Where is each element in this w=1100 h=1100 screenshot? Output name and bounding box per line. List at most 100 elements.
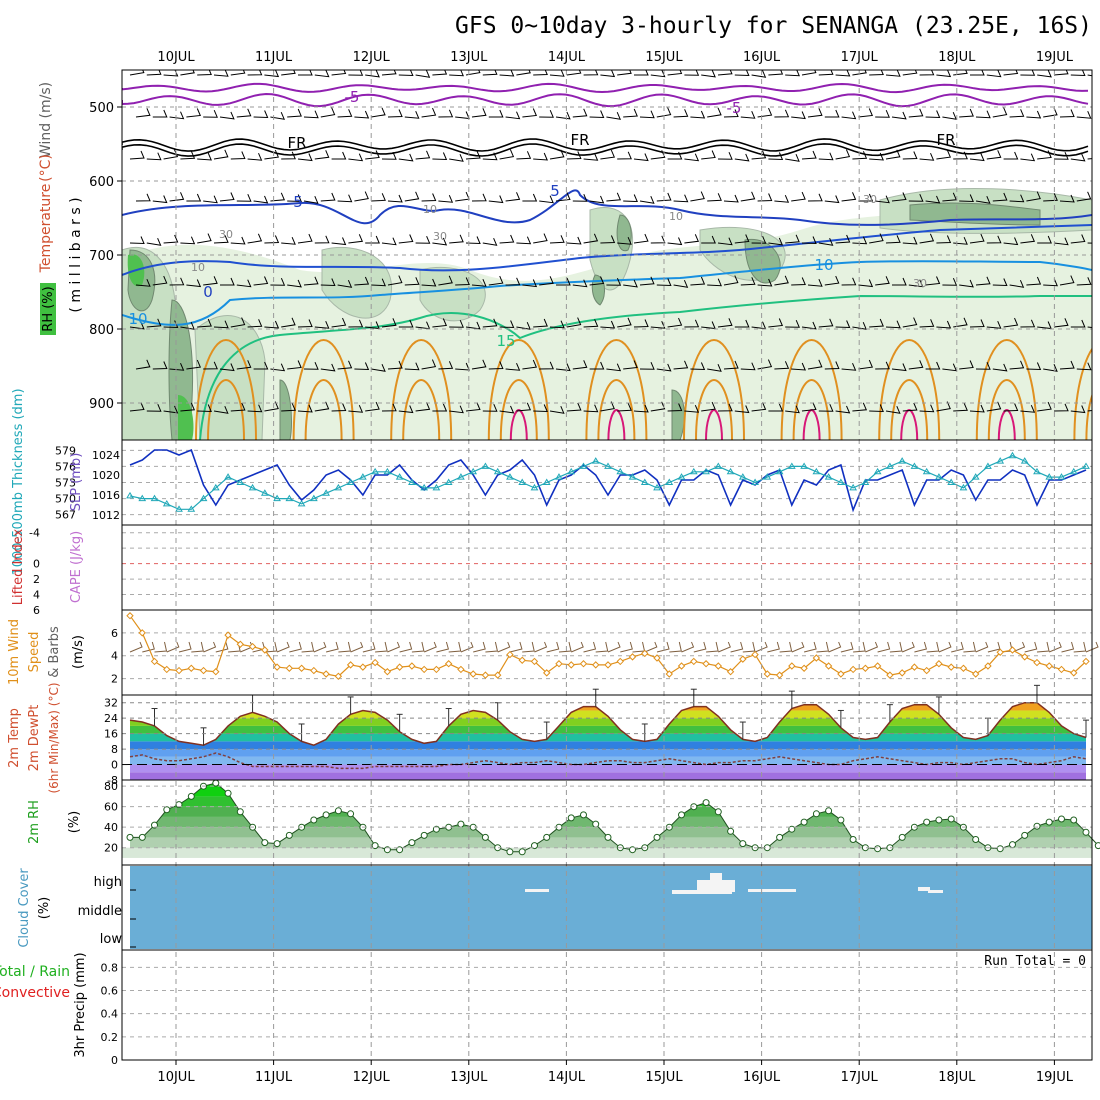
rh2m-point — [776, 833, 784, 841]
wind-barb — [869, 404, 884, 413]
wind-barb — [1009, 280, 1025, 288]
wind-barb — [1037, 70, 1052, 78]
thickness-point — [935, 473, 943, 480]
rh2m-point — [236, 808, 244, 816]
wind-barb — [432, 152, 448, 161]
rh2m-point — [935, 816, 943, 824]
wind-barb — [455, 277, 470, 286]
wind10m-barb — [375, 641, 388, 653]
wind-barb — [1043, 278, 1058, 287]
wind-barb — [791, 277, 806, 286]
wind-barb — [600, 70, 616, 78]
tick-label-temp: -8 — [107, 774, 118, 787]
tick-label-li: 0 — [33, 558, 40, 571]
wind-barb — [415, 150, 431, 160]
wind-barb — [1076, 362, 1092, 371]
wind-barb — [617, 237, 632, 245]
wind-barb — [650, 150, 666, 160]
wind-barb — [539, 361, 554, 370]
wind10m-point — [935, 660, 943, 668]
wind-barb — [381, 70, 397, 76]
wind-barb — [387, 109, 403, 118]
thickness-point — [591, 457, 600, 464]
wind-barb — [633, 153, 649, 162]
thickness-point — [616, 467, 625, 475]
wind10m-point — [236, 640, 245, 648]
wind-barb — [152, 361, 168, 370]
wind10m-barb — [926, 641, 940, 653]
wind-barb — [925, 110, 941, 119]
wind-barb — [734, 234, 750, 244]
panel-frame — [121, 609, 1093, 696]
thickness-point — [126, 491, 134, 499]
wind-barb — [270, 192, 286, 202]
wind10m-barb — [730, 641, 744, 653]
wind-barb — [549, 320, 565, 329]
wind-barb — [975, 110, 991, 119]
wind-barb — [1043, 364, 1058, 372]
thickness-point — [653, 483, 661, 491]
wind-barb — [639, 362, 655, 370]
wind10m-barb — [902, 641, 915, 653]
wind10m-point — [1070, 669, 1078, 677]
wind-10m-panel: 6 4 2 — [111, 612, 1099, 686]
wind-barb — [969, 404, 985, 413]
wind-barb — [919, 70, 935, 76]
rh2m-point — [261, 839, 269, 847]
tick-label-slp: 1012 — [92, 509, 120, 522]
wind-barb — [1059, 194, 1075, 203]
wind-barb — [129, 321, 145, 330]
wind-barb — [146, 318, 162, 328]
wind-barb — [320, 278, 336, 287]
wind-barb — [522, 279, 538, 288]
thickness-line — [129, 455, 1087, 510]
rh2m-point — [898, 833, 906, 841]
wind-barb — [320, 107, 336, 118]
rh2m-point — [653, 833, 661, 841]
thickness-point — [358, 473, 367, 480]
wind-barb — [606, 112, 622, 120]
wind-barb — [1026, 276, 1042, 286]
wind-barb — [902, 70, 918, 76]
wind-barb — [337, 109, 353, 118]
contour-20-day-7 — [878, 338, 941, 440]
thickness-point — [1020, 457, 1029, 464]
wind10m-point — [861, 664, 870, 672]
x-tick-label-bottom: 17JUL — [841, 1070, 879, 1085]
wind-barb — [768, 152, 784, 161]
wind-barb — [1094, 108, 1100, 117]
wind-barb — [1053, 403, 1069, 412]
temp-band — [130, 718, 1086, 726]
wind-barb — [253, 195, 269, 204]
wind-barb — [482, 404, 498, 412]
wind-barb — [684, 405, 700, 413]
rh2m-point — [408, 839, 416, 847]
rh2m-point — [383, 846, 391, 854]
wind10m-barb — [681, 641, 695, 653]
wind10m-barb — [1049, 641, 1062, 653]
wind-barb — [807, 193, 823, 202]
thickness-point — [481, 462, 490, 469]
wind-barb — [219, 363, 235, 372]
rh2m-point — [800, 818, 808, 826]
wind-barb — [919, 319, 935, 328]
cloud-block — [918, 887, 930, 891]
ylabel-wind10m-c: & Barbs — [47, 626, 62, 678]
wind-barb — [975, 196, 991, 204]
wind-barb — [505, 192, 521, 202]
wind10m-barb — [350, 641, 364, 653]
wind10m-point — [212, 668, 220, 676]
thickness-point — [996, 457, 1005, 464]
wind-barb — [684, 153, 700, 162]
wind-barb — [1076, 277, 1092, 286]
rh2m-point — [837, 816, 845, 824]
wind-barb — [488, 275, 504, 286]
wind-barb — [471, 279, 487, 287]
wind-barb — [925, 276, 941, 286]
rh2m-point — [212, 779, 220, 787]
chart-title: GFS 0~10day 3-hourly for SENANGA (23.25E… — [455, 13, 1092, 39]
x-tick-label-top: 18JUL — [938, 50, 976, 65]
thickness-point — [224, 473, 232, 480]
wind-barb — [1009, 109, 1025, 118]
wind10m-point — [334, 672, 343, 680]
